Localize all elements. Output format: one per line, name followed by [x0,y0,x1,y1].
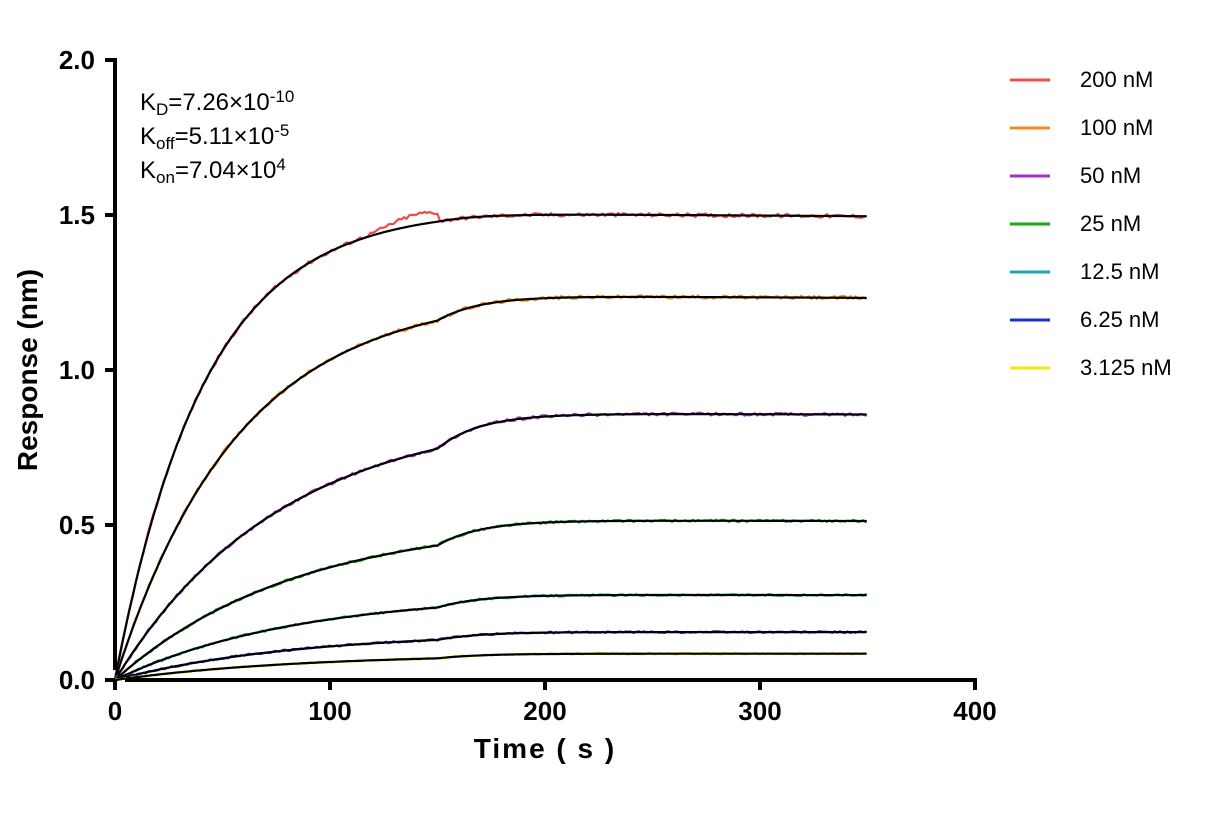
chart-svg: 0 100 200 300 400 Time ( s ) 0.0 0.5 1.0 1.5 2.0 Re… [0,0,1232,825]
y-axis-title: Response (nm) [12,269,43,471]
x-tick-label: 200 [523,696,566,726]
x-tick-label: 100 [308,696,351,726]
legend-label: 25 nM [1080,211,1141,236]
x-tick-label: 0 [108,696,122,726]
binding-kinetics-chart: 0 100 200 300 400 Time ( s ) 0.0 0.5 1.0 1.5 2.0 Re… [0,0,1232,825]
legend-label: 12.5 nM [1080,259,1160,284]
legend-label: 200 nM [1080,67,1153,92]
legend-label: 50 nM [1080,163,1141,188]
legend-label: 3.125 nM [1080,355,1172,380]
x-axis-title: Time ( s ) [474,733,616,764]
x-tick-label: 400 [953,696,996,726]
y-tick-label: 1.0 [59,355,95,385]
legend-label: 6.25 nM [1080,307,1160,332]
y-tick-label: 0.5 [59,510,95,540]
y-tick-label: 0.0 [59,665,95,695]
y-tick-label: 2.0 [59,45,95,75]
x-tick-label: 300 [738,696,781,726]
legend-label: 100 nM [1080,115,1153,140]
y-tick-label: 1.5 [59,200,95,230]
